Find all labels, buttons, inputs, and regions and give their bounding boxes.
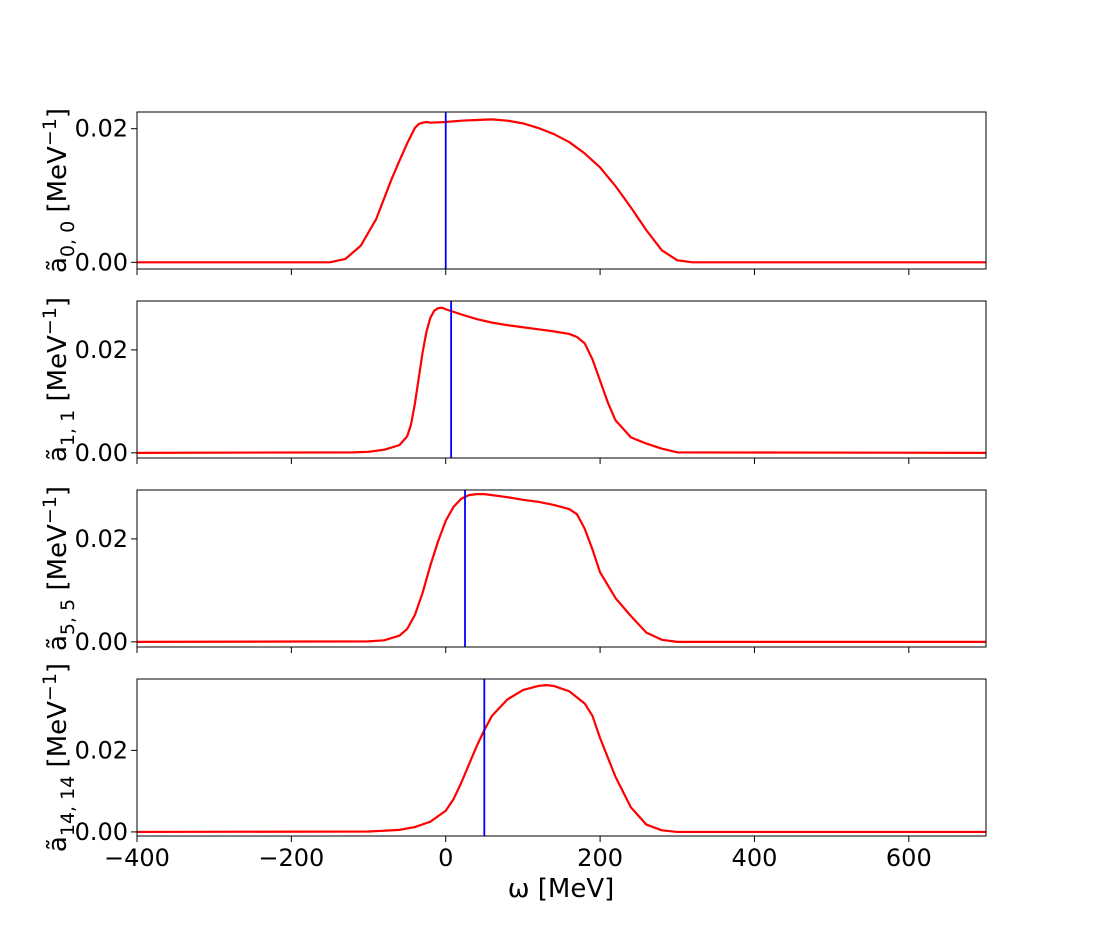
y-tick-label: 0.00 [75, 248, 128, 276]
x-tick-label: 400 [732, 844, 778, 872]
y-tick-label: 0.02 [75, 115, 128, 143]
x-axis-label: ω [MeV] [508, 874, 615, 904]
x-tick-label: 200 [577, 844, 623, 872]
y-axis-label-1: ã0, 0 [MeV−1] [39, 108, 79, 273]
y-tick-label: 0.02 [75, 336, 128, 364]
y-axis-label-2: ã1, 1 [MeV−1] [39, 297, 79, 462]
x-tick-label: 0 [438, 844, 453, 872]
x-tick-label: −200 [258, 844, 324, 872]
series-line-3 [137, 493, 986, 643]
axes-frame-4 [136, 678, 987, 837]
series-line-1 [137, 118, 986, 264]
y-tick-label: 0.00 [75, 628, 128, 656]
series-line-2 [137, 306, 986, 454]
series-line-4 [137, 684, 986, 834]
axes-frame-1 [136, 111, 987, 270]
y-axis-label-3: ã5, 5 [MeV−1] [39, 486, 79, 651]
x-tick-label: 600 [886, 844, 932, 872]
axes-frame-3 [136, 489, 987, 648]
y-tick-label: 0.00 [75, 818, 128, 846]
x-tick-label: −400 [104, 844, 170, 872]
y-tick-label: 0.02 [75, 736, 128, 764]
y-tick-label: 0.00 [75, 439, 128, 467]
y-tick-label: 0.02 [75, 525, 128, 553]
y-axis-label-4: ã14, 14 [MeV−1] [39, 663, 79, 852]
axes-frame-2 [136, 300, 987, 459]
